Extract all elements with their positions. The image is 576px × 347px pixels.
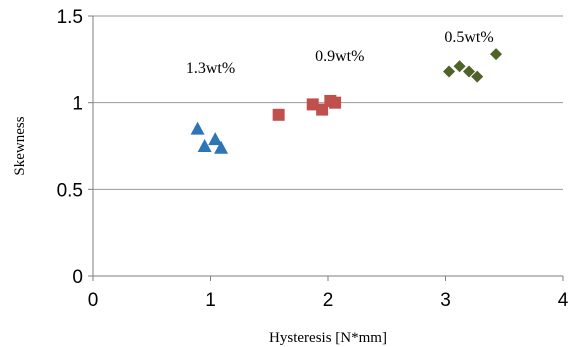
data-point-diamond-1 [443, 65, 456, 78]
y-tick-label: 0.5 [57, 180, 83, 201]
axes [88, 15, 564, 281]
data-point-square-1 [272, 108, 285, 121]
x-tick-label: 3 [440, 290, 451, 311]
x-tick-label: 4 [558, 290, 569, 311]
data-points [190, 48, 503, 154]
y-axis-title: Skewness [12, 116, 28, 175]
data-point-diamond-4 [471, 70, 484, 83]
data-point-triangle-1 [190, 121, 205, 135]
data-point-square-5 [329, 96, 342, 109]
annotations: 1.3wt% 0.9wt% 0.5wt% [186, 29, 494, 77]
data-point-diamond-2 [453, 60, 466, 73]
data-point-triangle-3 [208, 132, 223, 146]
x-axis-title: Hysteresis [N*mm] [269, 330, 387, 346]
x-tick-label: 0 [88, 290, 99, 311]
data-point-diamond-3 [463, 65, 475, 78]
annotation-label: 0.5wt% [444, 29, 493, 46]
x-tick-label: 1 [205, 290, 216, 311]
annotation-label: 0.9wt% [315, 48, 364, 65]
y-tick-label: 1.5 [57, 7, 83, 28]
annotation-label: 1.3wt% [186, 60, 235, 77]
data-point-triangle-4 [214, 140, 229, 154]
tick-labels: 0 0.5 1 1.5 0 1 2 3 4 [57, 7, 569, 311]
data-point-triangle-2 [197, 139, 212, 152]
x-tick-label: 2 [323, 290, 334, 311]
data-point-diamond-5 [490, 48, 503, 61]
y-tick-label: 1 [72, 94, 83, 115]
y-tick-label: 0 [72, 267, 83, 288]
data-point-square-2 [306, 98, 319, 111]
